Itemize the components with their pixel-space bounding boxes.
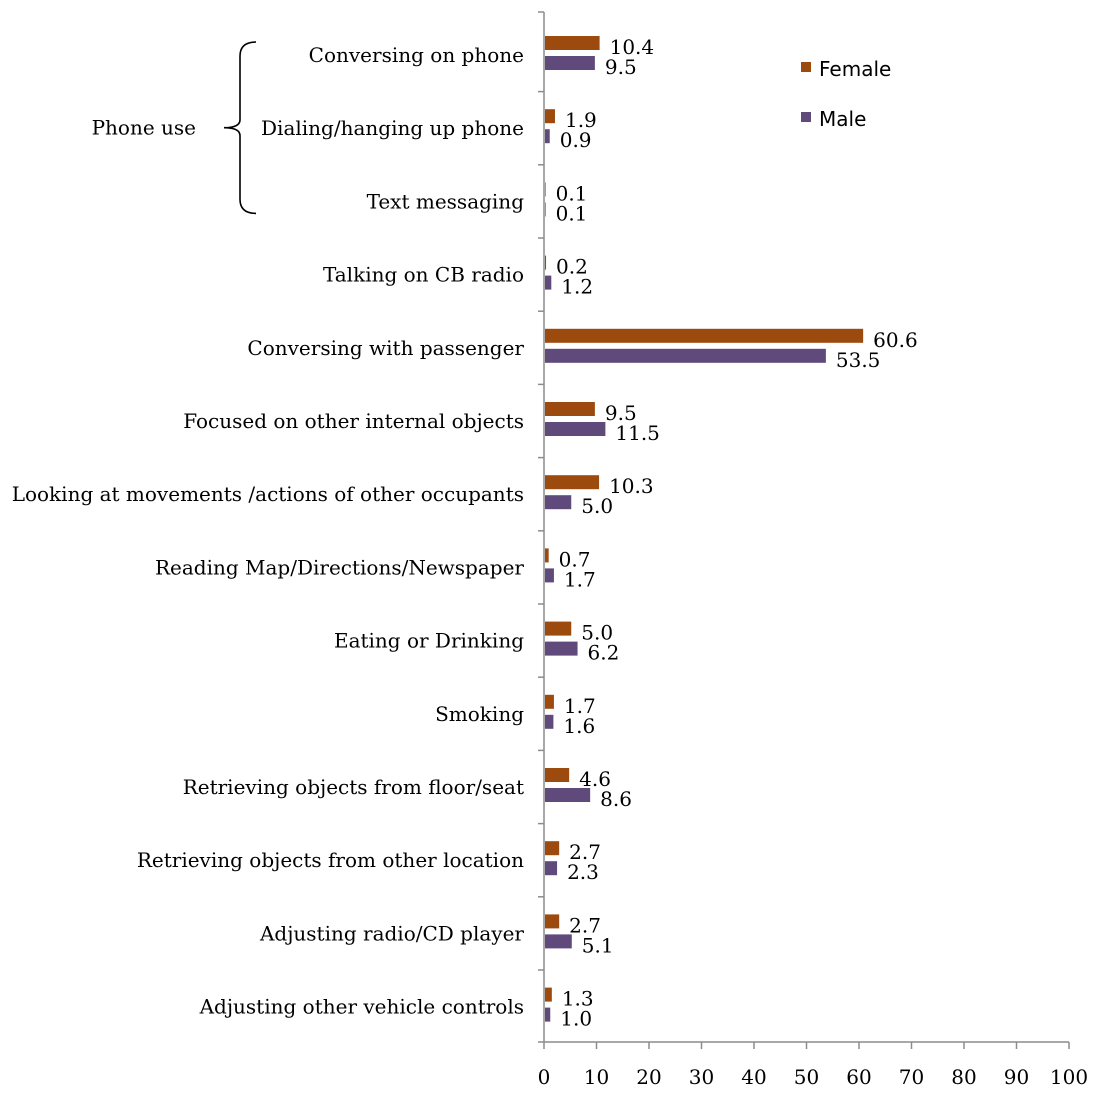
category-label: Text messaging (367, 189, 525, 213)
category-label: Reading Map/Directions/Newspaper (155, 555, 524, 579)
data-label: 10.4 (610, 35, 655, 59)
bar-female (545, 768, 570, 782)
category-label: Focused on other internal objects (183, 409, 524, 433)
category-label: Adjusting radio/CD player (259, 921, 524, 945)
legend-swatch-female (801, 62, 811, 72)
data-label: 60.6 (873, 328, 918, 352)
bar-male (545, 422, 606, 436)
data-label: 4.6 (579, 767, 611, 791)
bar-female (545, 182, 546, 197)
x-tick-label: 10 (584, 1065, 609, 1089)
group-annotation: Phone use (92, 41, 257, 215)
data-label: 1.2 (561, 275, 593, 299)
data-label: 10.3 (609, 474, 654, 498)
x-tick-label: 60 (846, 1065, 871, 1089)
data-label: 2.3 (567, 860, 599, 884)
category-label: Talking on CB radio (323, 263, 524, 287)
bar-male (545, 275, 552, 290)
category-label: Smoking (435, 702, 524, 726)
data-label: 1.7 (564, 694, 596, 718)
x-tick-label: 0 (538, 1065, 551, 1089)
category-labels: Conversing on phone Dialing/hanging up ph… (12, 43, 525, 1019)
bar-female (545, 402, 595, 416)
bar-male (545, 1007, 551, 1022)
bar-male (545, 861, 558, 876)
bar-female (545, 694, 554, 709)
bar-male (545, 495, 572, 510)
bar-female (545, 548, 549, 563)
bars (545, 36, 864, 1022)
x-tick-labels: 0 10 20 30 40 50 60 70 80 90 100 (538, 1065, 1088, 1089)
bar-female (545, 987, 552, 1002)
category-label: Dialing/hanging up phone (261, 116, 524, 140)
data-label: 0.7 (559, 547, 591, 571)
data-label: 1.7 (564, 567, 596, 591)
bar-male (545, 641, 578, 656)
bar-male (545, 348, 826, 363)
x-tick-label: 40 (741, 1065, 766, 1089)
data-label: 0.1 (556, 181, 588, 205)
category-label: Adjusting other vehicle controls (199, 995, 524, 1019)
data-label: 0.1 (556, 201, 588, 225)
data-label: 1.9 (565, 108, 597, 132)
bar-female (545, 328, 864, 343)
group-bracket (223, 41, 257, 215)
legend-label: Male (819, 107, 866, 131)
x-tick-label: 90 (1004, 1065, 1029, 1089)
data-label: 0.2 (556, 255, 588, 279)
category-label: Retrieving objects from floor/seat (183, 775, 524, 799)
data-label: 0.9 (560, 128, 592, 152)
data-label: 8.6 (600, 787, 632, 811)
legend-label: Female (819, 57, 891, 81)
data-label: 5.1 (582, 933, 614, 957)
legend-swatch-male (801, 112, 811, 122)
data-label: 6.2 (588, 641, 620, 665)
category-label: Eating or Drinking (334, 629, 524, 653)
value-labels: 10.49.51.90.90.10.10.21.260.653.59.511.5… (556, 35, 918, 1031)
data-label: 9.5 (605, 55, 637, 79)
x-tick-label: 20 (636, 1065, 661, 1089)
bar-male (545, 714, 554, 729)
bar-male (545, 568, 554, 583)
x-tick-label: 30 (689, 1065, 714, 1089)
bar-male (545, 934, 572, 949)
bar-female (545, 841, 560, 856)
x-tick-label: 50 (794, 1065, 819, 1089)
bar-male (545, 129, 550, 144)
category-label: Retrieving objects from other location (137, 848, 524, 872)
bar-female (545, 109, 555, 124)
legend: Female Male (801, 57, 891, 131)
group-label: Phone use (92, 116, 196, 140)
x-tick-label: 100 (1050, 1065, 1088, 1089)
bar-male (545, 202, 546, 217)
data-label: 53.5 (836, 348, 881, 372)
bar-female (545, 255, 547, 270)
data-label: 9.5 (605, 401, 637, 425)
data-label: 2.7 (569, 840, 601, 864)
bar-female (545, 36, 600, 50)
data-label: 5.0 (581, 494, 613, 518)
bar-female (545, 914, 560, 929)
data-label: 1.6 (563, 714, 595, 738)
x-tick-label: 80 (951, 1065, 976, 1089)
axes (538, 11, 1070, 1049)
bar-female (545, 475, 600, 490)
data-label: 1.0 (560, 1007, 592, 1031)
data-label: 5.0 (581, 621, 613, 645)
bar-male (545, 56, 595, 70)
bar-male (545, 788, 591, 802)
data-label: 11.5 (615, 421, 660, 445)
data-label: 2.7 (569, 913, 601, 937)
bar-female (545, 621, 572, 636)
category-label: Conversing on phone (309, 43, 524, 67)
data-label: 1.3 (562, 987, 594, 1011)
category-label: Looking at movements /actions of other o… (12, 482, 524, 506)
x-tick-label: 70 (899, 1065, 924, 1089)
category-label: Conversing with passenger (247, 336, 524, 360)
